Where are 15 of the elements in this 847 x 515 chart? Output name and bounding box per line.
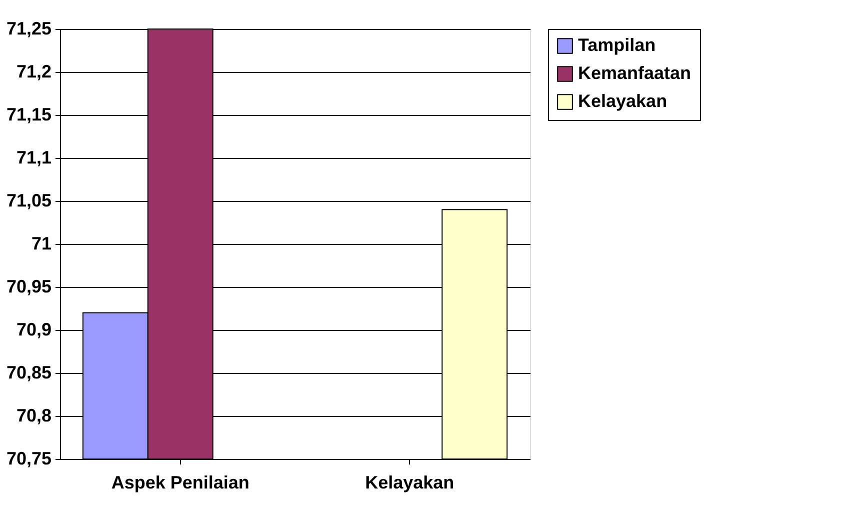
x-tick-label: Aspek Penilaian	[111, 472, 250, 492]
y-tick-label: 70,9	[16, 320, 52, 340]
y-tick-label: 70,95	[6, 276, 52, 296]
y-tick-label: 71,05	[6, 190, 52, 210]
y-tick-label: 70,85	[6, 362, 52, 382]
y-tick-label: 71,1	[16, 148, 52, 168]
y-tick-label: 70,75	[6, 448, 52, 468]
y-tick-label: 71	[31, 234, 52, 254]
legend-label: Tampilan	[578, 35, 656, 55]
legend-label: Kelayakan	[578, 91, 668, 111]
y-tick-label: 71,2	[16, 62, 52, 82]
legend-label: Kemanfaatan	[578, 63, 692, 83]
y-tick-label: 70,8	[16, 406, 52, 426]
y-tick-label: 71,15	[6, 104, 52, 124]
y-tick-label: 71,25	[6, 18, 52, 38]
